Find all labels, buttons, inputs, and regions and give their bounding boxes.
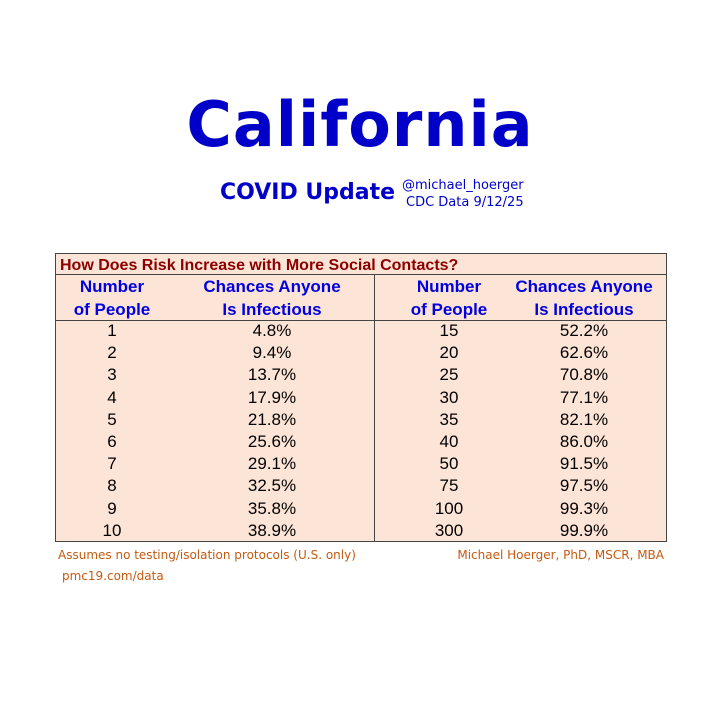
column-header: Chances Anyone <box>203 277 341 296</box>
cell: 13.7% <box>247 365 297 385</box>
cell: 10 <box>102 520 122 540</box>
column-header: Number <box>79 277 145 296</box>
cell: 35 <box>439 409 459 429</box>
cell: 25 <box>439 365 459 385</box>
cell: 9.4% <box>252 343 292 363</box>
column-header: Is Infectious <box>534 300 634 319</box>
cell: 97.5% <box>559 476 609 496</box>
cell: 8 <box>107 476 117 496</box>
title: California <box>186 88 534 161</box>
handle: @michael_hoerger <box>402 178 524 193</box>
url: pmc19.com/data <box>62 569 164 583</box>
cell: 82.1% <box>559 409 609 429</box>
cell: 70.8% <box>559 365 609 385</box>
cell: 17.9% <box>247 387 297 407</box>
divider <box>374 274 375 541</box>
cell: 9 <box>107 498 117 518</box>
cell: 300 <box>434 520 464 540</box>
cell: 86.0% <box>559 432 609 451</box>
cell: 77.1% <box>559 387 609 407</box>
column-header: of People <box>73 300 151 319</box>
cell: 15 <box>439 321 459 340</box>
cell: 25.6% <box>247 432 297 451</box>
column-header: Is Infectious <box>222 300 322 319</box>
cell: 4 <box>107 387 117 407</box>
cell: 40 <box>439 432 459 451</box>
column-header: of People <box>410 300 488 319</box>
column-header: Chances Anyone <box>515 277 653 296</box>
cell: 4.8% <box>252 321 292 340</box>
table-title: How Does Risk Increase with More Social … <box>60 257 459 274</box>
cell: 38.9% <box>247 520 297 540</box>
cell: 32.5% <box>247 476 297 496</box>
cell: 30 <box>439 387 459 407</box>
cell: 100 <box>434 498 464 518</box>
cell: 29.1% <box>247 454 297 474</box>
source: CDC Data 9/12/25 <box>406 195 524 210</box>
cell: 91.5% <box>559 454 609 474</box>
author: Michael Hoerger, PhD, MSCR, MBA <box>457 548 664 562</box>
cell: 20 <box>439 343 459 363</box>
subtitle: COVID Update <box>220 180 396 205</box>
cell: 7 <box>107 454 117 474</box>
cell: 1 <box>107 321 117 340</box>
column-header: Number <box>416 277 482 296</box>
rule <box>56 320 666 321</box>
cell: 50 <box>439 454 459 474</box>
cell: 3 <box>107 365 117 385</box>
cell: 21.8% <box>247 409 297 429</box>
note: Assumes no testing/isolation protocols (… <box>58 548 356 562</box>
cell: 75 <box>439 476 459 496</box>
cell: 5 <box>107 409 117 429</box>
cell: 2 <box>107 343 117 363</box>
cell: 99.3% <box>559 498 609 518</box>
cell: 52.2% <box>559 321 609 340</box>
rule <box>56 274 666 275</box>
cell: 62.6% <box>559 343 609 363</box>
table: How Does Risk Increase with More Social … <box>55 253 667 542</box>
cell: 99.9% <box>559 520 609 540</box>
cell: 6 <box>107 432 117 451</box>
cell: 35.8% <box>247 498 297 518</box>
